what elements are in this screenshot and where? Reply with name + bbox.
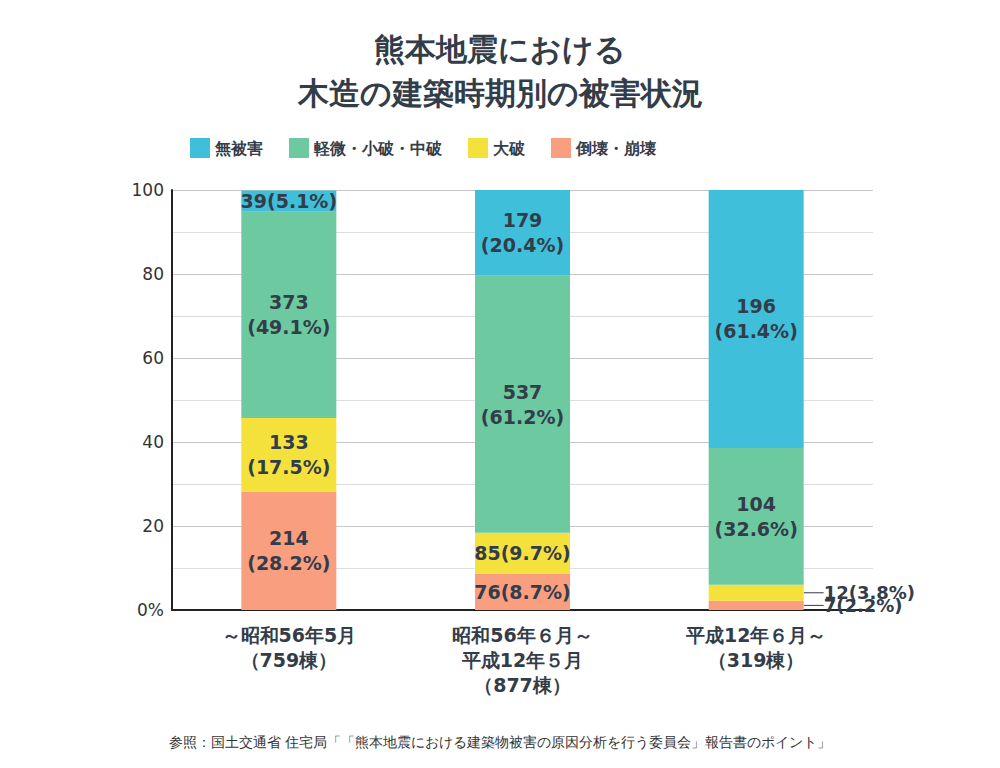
svg-text:39(5.1%): 39(5.1%) xyxy=(241,190,338,212)
svg-text:軽微・小破・中破: 軽微・小破・中破 xyxy=(313,139,443,158)
svg-text:12(3.8%): 12(3.8%) xyxy=(824,582,915,603)
svg-text:0%: 0% xyxy=(137,600,164,620)
svg-text:(32.6%): (32.6%) xyxy=(715,518,798,540)
svg-text:(49.1%): (49.1%) xyxy=(247,316,330,338)
svg-text:木造の建築時期別の被害状況: 木造の建築時期別の被害状況 xyxy=(297,75,703,111)
svg-text:参照：国土交通省 住宅局「「熊本地震における建築物被害の原因: 参照：国土交通省 住宅局「「熊本地震における建築物被害の原因分析を行う委員会」報… xyxy=(169,734,831,750)
svg-text:40: 40 xyxy=(142,432,164,452)
svg-text:20: 20 xyxy=(142,516,164,536)
svg-text:無被害: 無被害 xyxy=(214,139,263,158)
svg-text:537: 537 xyxy=(503,381,543,403)
svg-text:80: 80 xyxy=(142,264,164,284)
svg-text:大破: 大破 xyxy=(493,139,526,158)
svg-text:平成12年６月～: 平成12年６月～ xyxy=(685,624,826,646)
svg-text:(61.4%): (61.4%) xyxy=(715,320,798,342)
svg-text:85(9.7%): 85(9.7%) xyxy=(474,542,571,564)
svg-text:76(8.7%): 76(8.7%) xyxy=(474,581,571,603)
svg-text:倒壊・崩壊: 倒壊・崩壊 xyxy=(575,139,656,158)
svg-text:214: 214 xyxy=(269,527,309,549)
svg-text:133: 133 xyxy=(269,431,309,453)
svg-text:7(2.2%): 7(2.2%) xyxy=(823,594,903,616)
svg-text:～昭和56年5月: ～昭和56年5月 xyxy=(221,624,356,646)
svg-text:（877棟）: （877棟） xyxy=(474,674,571,696)
svg-text:(20.4%): (20.4%) xyxy=(481,234,564,256)
svg-text:373: 373 xyxy=(269,291,309,313)
svg-text:196: 196 xyxy=(736,295,776,317)
svg-text:(61.2%): (61.2%) xyxy=(481,406,564,428)
svg-text:60: 60 xyxy=(142,348,164,368)
svg-text:(17.5%): (17.5%) xyxy=(247,456,330,478)
svg-text:104: 104 xyxy=(736,493,776,515)
svg-text:（319棟）: （319棟） xyxy=(708,649,805,671)
svg-text:昭和56年６月～: 昭和56年６月～ xyxy=(452,624,592,646)
svg-text:熊本地震における: 熊本地震における xyxy=(374,31,626,67)
svg-text:100: 100 xyxy=(132,180,164,200)
svg-text:平成12年５月: 平成12年５月 xyxy=(461,649,583,671)
svg-text:（759棟）: （759棟） xyxy=(240,649,337,671)
svg-text:(28.2%): (28.2%) xyxy=(247,552,330,574)
svg-text:179: 179 xyxy=(503,209,543,231)
